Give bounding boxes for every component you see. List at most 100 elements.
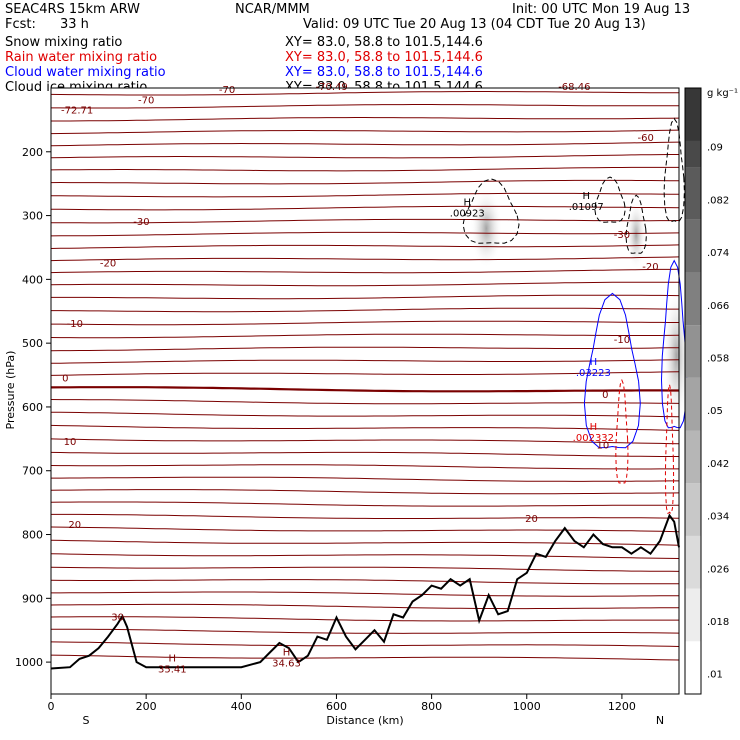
cloud-ice-contour — [663, 117, 685, 223]
isotherm-label: 10 — [64, 437, 77, 448]
maximum-marker: H — [590, 357, 598, 368]
isotherm-line — [50, 333, 680, 339]
y-tick-label: 800 — [22, 529, 43, 542]
isotherm-line — [50, 256, 680, 262]
y-tick-label: 900 — [22, 592, 43, 605]
x-tick-label: 400 — [231, 700, 252, 713]
plot-frame — [50, 87, 680, 695]
isotherm-line — [50, 539, 680, 546]
x-tick-label: 0 — [48, 700, 55, 713]
isotherm-line — [51, 320, 679, 326]
isotherm-label: -10 — [614, 335, 630, 346]
maximum-value: .002332 — [573, 433, 614, 444]
colorbar-tick-label: .074 — [707, 248, 729, 259]
isotherm-line — [51, 307, 679, 313]
colorbar-segment — [685, 430, 701, 484]
isotherm-line — [51, 104, 680, 109]
isotherm-line — [50, 566, 680, 572]
y-tick-label: 1000 — [15, 656, 43, 669]
legend-rain-name: Rain water mixing ratio — [5, 50, 157, 65]
legend-snow-name: Snow mixing ratio — [5, 35, 122, 50]
isotherm-line — [50, 438, 680, 445]
isotherm-label: 0 — [62, 373, 68, 384]
colorbar-segment — [685, 377, 701, 431]
y-tick-label: 600 — [22, 401, 43, 414]
isotherm-line — [50, 371, 680, 376]
isotherm-label: 30 — [111, 613, 124, 624]
shading-blob — [470, 188, 503, 269]
field-legend: Snow mixing ratio XY= 83.0, 58.8 to 101.… — [5, 35, 483, 95]
isotherm-line — [50, 154, 679, 159]
x-axis-label: Distance (km) — [326, 714, 403, 727]
shading-blob — [626, 199, 647, 270]
valid-time: Valid: 09 UTC Tue 20 Aug 13 (04 CDT Tue … — [303, 17, 646, 32]
isotherm-line — [50, 346, 680, 352]
temperature-contours — [50, 91, 680, 661]
colorbar-segment — [685, 588, 701, 642]
isotherm-line — [51, 628, 680, 634]
isotherm-line — [50, 424, 680, 431]
isotherm-line — [50, 526, 680, 533]
isotherm-label: -68.46 — [558, 82, 590, 93]
colorbar-tick-label: .058 — [707, 353, 729, 364]
cloud-ice-contour — [594, 176, 626, 223]
isotherm-line — [50, 616, 679, 622]
isotherm-line — [51, 591, 679, 597]
colorbar: .01 .018 .026 .034 .042 .05 .058 .066 .074 .082 .0… — [684, 87, 729, 695]
colorbar-tick-label: .042 — [707, 459, 729, 470]
isotherm-line — [50, 129, 680, 135]
colorbar-segment — [685, 641, 701, 694]
maximum-value: .00923 — [450, 209, 485, 220]
colorbar-tick-label: .066 — [707, 301, 729, 312]
colorbar-segment — [685, 483, 701, 536]
isotherm-label: -70.49 — [316, 82, 348, 93]
isotherm-line — [50, 281, 679, 287]
isotherm-line — [50, 603, 680, 610]
isotherm-label: -20 — [642, 262, 658, 273]
y-tick-label: 200 — [22, 146, 43, 159]
isotherm-line — [50, 141, 680, 147]
isotherm-label: -10 — [67, 319, 83, 330]
y-tick-label: 400 — [22, 273, 43, 286]
isotherm-line — [51, 117, 680, 122]
colorbar-segment — [685, 88, 701, 141]
x-tick-label: 200 — [136, 700, 157, 713]
colorbar-tick-label: .082 — [707, 195, 729, 206]
isotherm-line — [50, 244, 680, 249]
isotherm-line — [50, 359, 680, 364]
fcst-label: Fcst: — [5, 17, 36, 32]
init-time: Init: 00 UTC Mon 19 Aug 13 — [512, 2, 690, 17]
colorbar-segment — [685, 535, 701, 589]
isotherm-zero — [50, 386, 679, 393]
colorbar-segment — [685, 325, 701, 378]
isotherm-line — [50, 451, 679, 457]
maximum-marker: H — [169, 654, 177, 665]
isotherm-line — [51, 476, 679, 482]
isotherm-line — [50, 489, 680, 495]
colorbar-tick-label: .01 — [707, 670, 723, 681]
axes: 0 200 400 600 800 1000 12002003004005006007008… — [15, 146, 636, 713]
isotherm-label: 10 — [597, 440, 610, 451]
terrain-line — [50, 513, 680, 670]
org-title: NCAR/MMM — [235, 2, 310, 17]
colorbar-frame — [684, 87, 702, 695]
isotherm-label: -70 — [138, 95, 154, 106]
isotherm-line — [50, 399, 680, 405]
colorbar-tick-label: .09 — [707, 143, 723, 154]
isotherm-label: -20 — [100, 259, 116, 270]
isotherm-line — [50, 231, 680, 237]
colorbar-tick-label: .026 — [707, 564, 729, 575]
cloud-ice-contour — [462, 178, 520, 244]
maximum-value: 34.63 — [272, 658, 301, 669]
isotherm-line — [50, 641, 680, 647]
maximum-marker: H — [582, 191, 590, 202]
terrain — [50, 513, 680, 670]
isotherm-line — [50, 464, 679, 470]
isotherm-line — [50, 553, 680, 559]
maximum-marker: H — [464, 198, 472, 209]
maximum-value: .03223 — [576, 368, 611, 379]
isotherm-label: 20 — [68, 520, 81, 531]
fcst-value: 33 h — [60, 17, 89, 32]
maximum-marker: H — [283, 647, 291, 658]
x-tick-label: 800 — [421, 700, 442, 713]
